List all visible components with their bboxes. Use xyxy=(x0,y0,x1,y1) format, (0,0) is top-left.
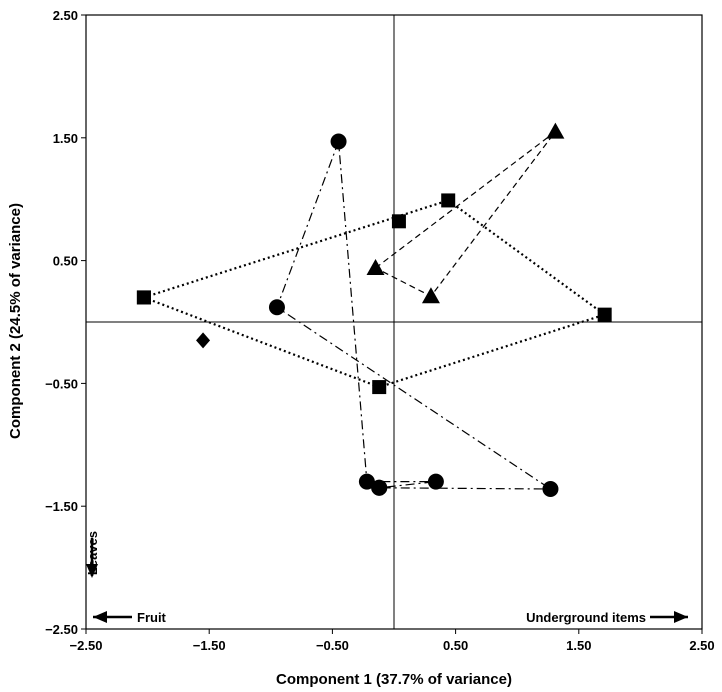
series-triangle-hull xyxy=(374,131,556,297)
circle-marker xyxy=(427,473,444,490)
triangle-marker xyxy=(366,258,385,275)
square-marker xyxy=(136,290,151,305)
x-tick-label: 1.50 xyxy=(566,638,591,653)
y-tick-label: −0.50 xyxy=(45,376,78,391)
fruit-label: Fruit xyxy=(137,610,167,625)
square-marker xyxy=(391,214,406,229)
y-tick-label: 1.50 xyxy=(53,131,78,146)
zero-reference-lines xyxy=(86,15,702,629)
fruit-annotation: Fruit xyxy=(93,610,167,625)
diamond-marker xyxy=(196,332,211,349)
triangle-marker xyxy=(421,287,440,304)
series-square-hull xyxy=(140,199,608,389)
y-axis-label: Component 2 (24.5% of variance) xyxy=(7,203,24,439)
series-markers xyxy=(136,122,612,498)
x-tick-label: −0.50 xyxy=(316,638,349,653)
series-circle-hull xyxy=(276,141,553,490)
leaves-annotation: Leaves xyxy=(85,531,100,578)
y-axis-ticks: −2.50 −1.50 −0.50 0.50 1.50 2.50 xyxy=(45,8,86,637)
x-tick-label: −1.50 xyxy=(193,638,226,653)
y-tick-label: 2.50 xyxy=(53,8,78,23)
square-marker xyxy=(372,380,387,395)
underground-label: Underground items xyxy=(526,610,646,625)
circle-marker xyxy=(542,481,559,498)
fruit-arrow-head xyxy=(93,611,107,623)
leaves-arrow-head xyxy=(86,564,98,578)
underground-annotation: Underground items xyxy=(526,610,688,625)
x-axis-ticks: −2.50 −1.50 −0.50 0.50 1.50 2.50 xyxy=(70,629,715,653)
y-tick-label: −2.50 xyxy=(45,622,78,637)
triangle-marker xyxy=(546,122,565,139)
underground-arrow-head xyxy=(674,611,688,623)
circle-marker xyxy=(330,133,347,150)
series-hulls xyxy=(140,131,608,490)
x-tick-label: −2.50 xyxy=(70,638,103,653)
square-marker xyxy=(441,193,456,208)
x-axis-label: Component 1 (37.7% of variance) xyxy=(276,671,512,688)
circle-marker xyxy=(268,299,285,316)
x-tick-label: 2.50 xyxy=(689,638,714,653)
x-tick-label: 0.50 xyxy=(443,638,468,653)
y-tick-label: −1.50 xyxy=(45,499,78,514)
circle-marker xyxy=(358,473,375,490)
y-tick-label: 0.50 xyxy=(53,254,78,269)
square-marker xyxy=(597,307,612,322)
circle-marker xyxy=(371,479,388,496)
